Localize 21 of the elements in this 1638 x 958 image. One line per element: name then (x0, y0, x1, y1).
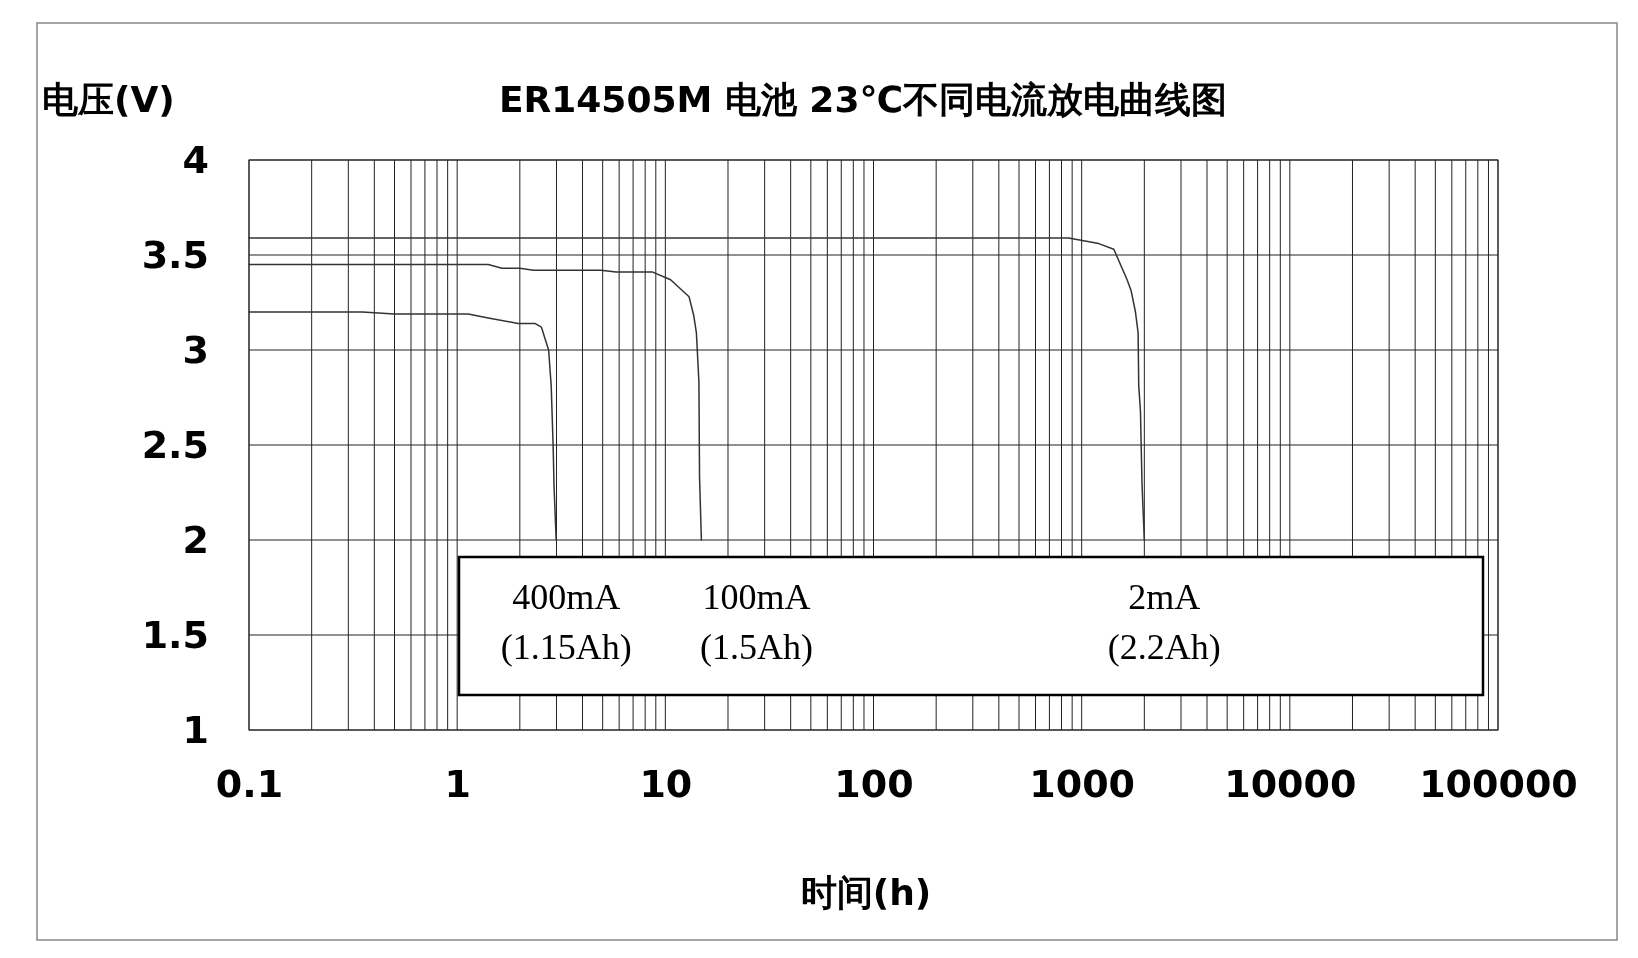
y-tick-label: 3.5 (141, 232, 209, 277)
x-tick-label: 0.1 (215, 761, 284, 806)
x-tick-label: 100 (834, 761, 914, 806)
x-axis-title: 时间(h) (800, 872, 932, 913)
series-label: 400mA (1.15Ah) (500, 577, 632, 667)
y-tick-label: 1 (182, 707, 209, 752)
y-tick-label: 3 (182, 327, 209, 372)
y-axis-title: 电压(V) (42, 79, 175, 120)
legend: 400mA (1.15Ah) 100mA (1.5Ah) 2mA (2.2Ah) (457, 555, 1485, 697)
y-tick-label: 2 (182, 517, 209, 562)
series-label: 100mA (1.5Ah) (699, 577, 813, 667)
x-tick-label: 100000 (1419, 761, 1578, 806)
series-label: 2mA (2.2Ah) (1107, 577, 1221, 667)
x-tick-label: 1000 (1029, 761, 1136, 806)
y-tick-label: 2.5 (141, 422, 209, 467)
chart-title: ER14505M 电池 23℃不同电流放电曲线图 (498, 79, 1228, 120)
x-tick-label: 10000 (1224, 761, 1357, 806)
y-tick-label: 4 (182, 137, 209, 182)
x-tick-label: 10 (639, 761, 693, 806)
y-tick-label: 1.5 (141, 612, 209, 657)
x-tick-label: 1 (444, 761, 471, 806)
